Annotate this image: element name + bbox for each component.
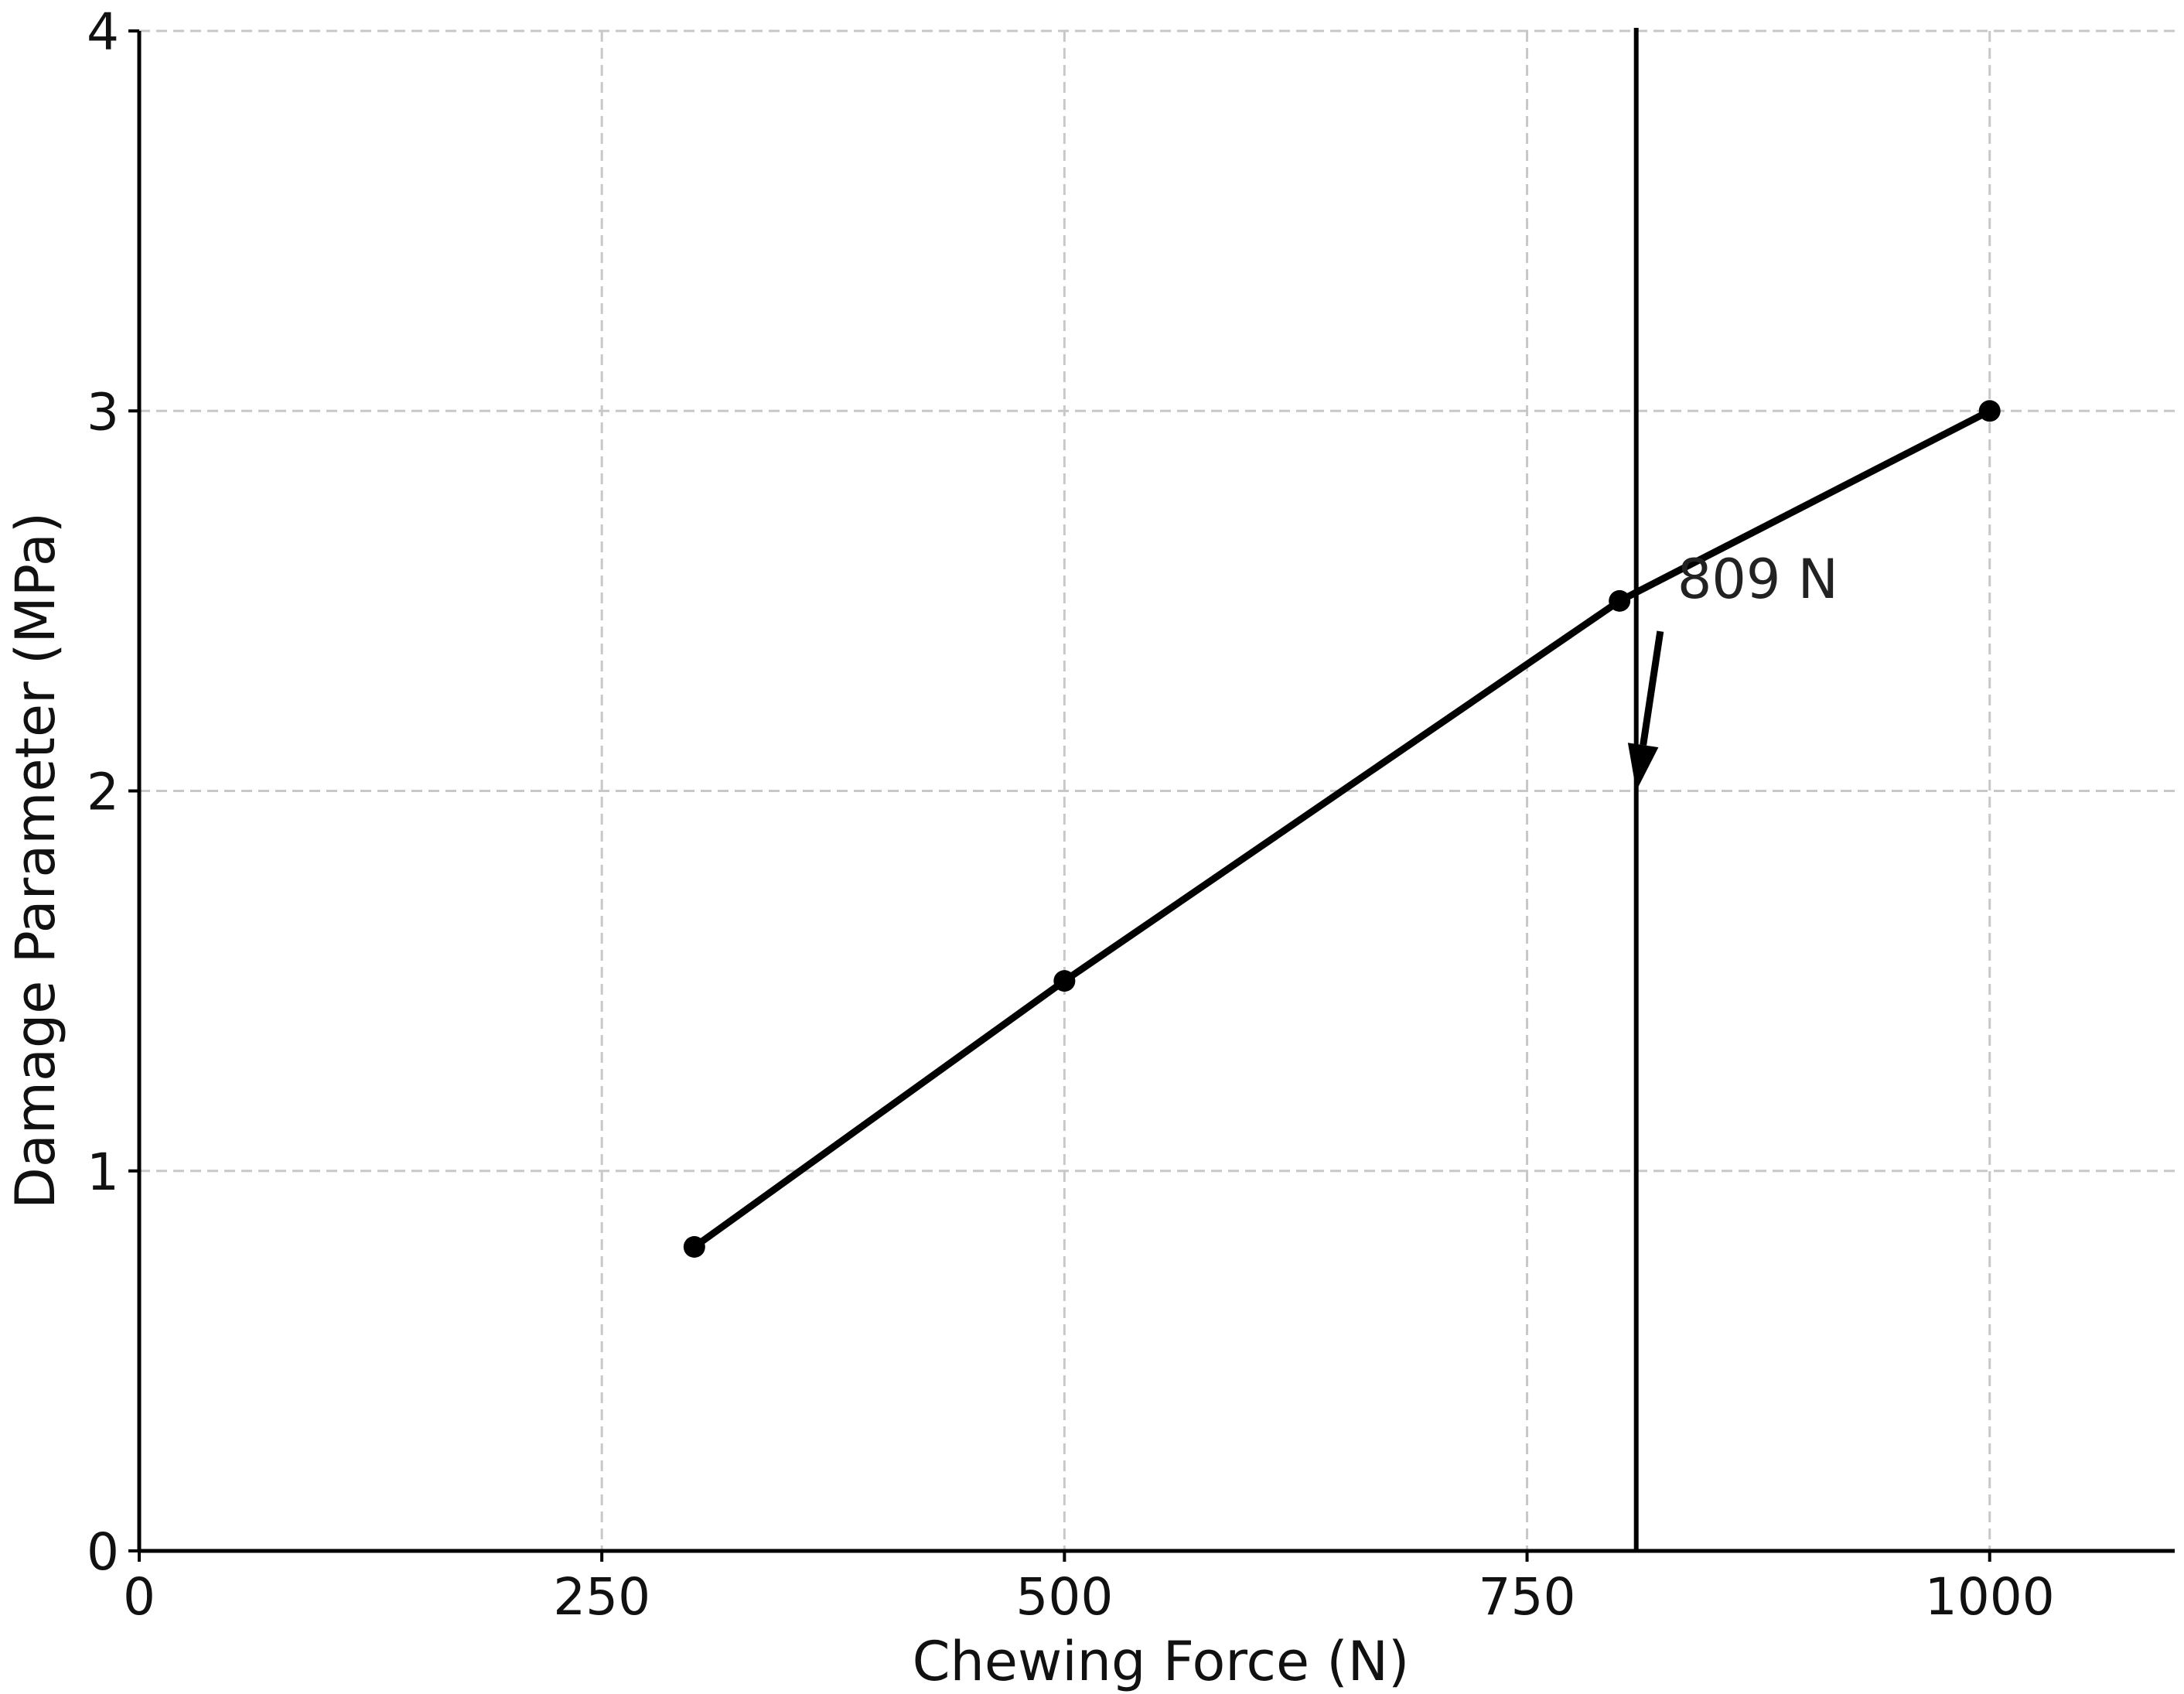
y-tick-label: 2 bbox=[87, 763, 119, 822]
data-point bbox=[1053, 970, 1076, 992]
x-tick-label: 250 bbox=[553, 1567, 650, 1627]
y-axis-label: Damage Parameter (MPa) bbox=[4, 512, 67, 1209]
x-axis-label: Chewing Force (N) bbox=[913, 1630, 1410, 1693]
x-tick-label: 0 bbox=[123, 1567, 155, 1627]
y-tick-label: 1 bbox=[87, 1142, 119, 1202]
grid bbox=[139, 29, 2175, 1551]
series-line bbox=[691, 407, 1994, 1251]
data-point bbox=[683, 1236, 705, 1258]
annotation-layer: 809 N bbox=[1627, 548, 1838, 791]
annotation-label: 809 N bbox=[1677, 548, 1838, 611]
y-tick-label: 4 bbox=[87, 2, 119, 62]
annotation-arrow-shaft bbox=[1640, 630, 1664, 746]
x-tick-label: 500 bbox=[1015, 1567, 1113, 1627]
x-tick-label: 1000 bbox=[1925, 1567, 2055, 1627]
ticks: 0 250 500 750 1000 0 1 2 3 4 bbox=[87, 2, 2055, 1627]
annotation-arrow-head bbox=[1627, 743, 1659, 791]
x-tick-label: 750 bbox=[1479, 1567, 1576, 1627]
series-layer bbox=[683, 400, 2001, 1258]
data-point bbox=[1609, 589, 1631, 612]
y-tick-label: 0 bbox=[87, 1522, 119, 1582]
y-tick-label: 3 bbox=[87, 382, 119, 442]
data-point bbox=[1978, 400, 2001, 422]
